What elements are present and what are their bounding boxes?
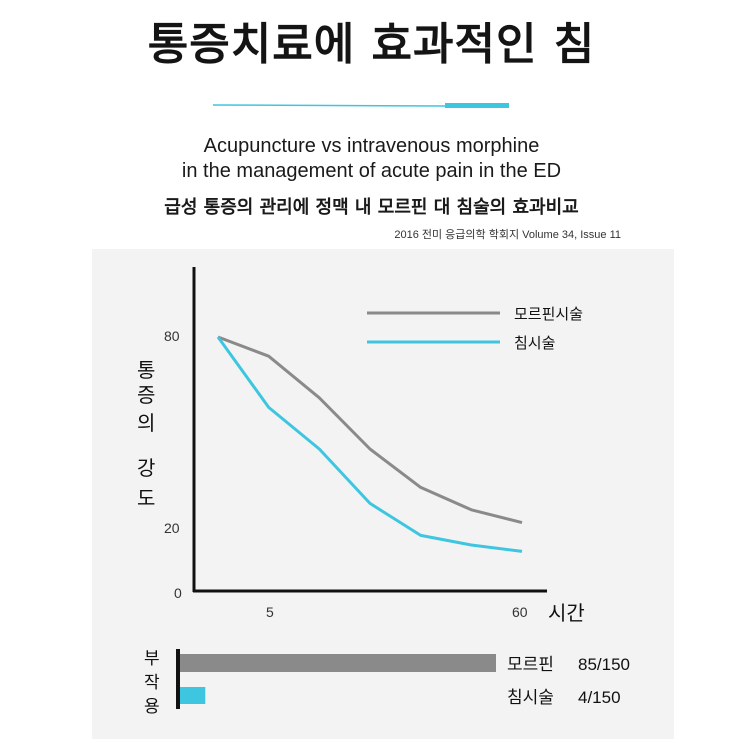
y-tick-label: 80 — [164, 328, 180, 344]
x-tick-label: 5 — [266, 604, 274, 620]
accent-divider — [213, 103, 509, 108]
korean-subtitle: 급성 통증의 관리에 정맥 내 모르핀 대 침술의 효과비교 — [164, 197, 579, 218]
bar-acupuncture — [180, 687, 206, 704]
series-line-morphine — [217, 335, 523, 525]
source-citation: 2016 전미 응급의학 학회지 Volume 34, Issue 11 — [394, 229, 621, 241]
x-tick-label: 60 — [512, 604, 528, 620]
english-subtitle-line-1: Acupuncture vs intravenous morphine — [203, 135, 540, 157]
y-axis-title-char: 통 — [137, 358, 155, 382]
y-axis-title-char: 의 — [137, 411, 155, 435]
series-line-acupuncture — [216, 336, 523, 553]
page-title: 통증치료에 효과적인 침 — [147, 19, 596, 70]
legend-label-acupuncture: 침시술 — [514, 334, 555, 352]
english-subtitle-line-2: in the management of acute pain in the E… — [181, 160, 562, 182]
pain-intensity-chart: 80 20 0 5 60 시간 통 증 의 강 도 모르핀시술 침시술 부 작 … — [137, 267, 630, 717]
y-tick-label: 20 — [164, 520, 180, 536]
side-effect-title-char: 작 — [144, 673, 160, 693]
bar-value-morphine: 85/150 — [578, 655, 630, 674]
y-axis-title-char: 강 — [137, 456, 155, 480]
x-axis-title: 시간 — [548, 601, 585, 625]
y-axis-title-char: 증 — [137, 383, 155, 407]
bar-label-acupuncture: 침시술 — [507, 688, 554, 708]
legend-label-morphine: 모르핀시술 — [514, 305, 583, 323]
y-axis-title-char: 도 — [137, 486, 155, 510]
bar-morphine — [180, 654, 496, 672]
chart-panel: 80 20 0 5 60 시간 통 증 의 강 도 모르핀시술 침시술 부 작 … — [92, 249, 674, 739]
side-effect-title-char: 부 — [144, 649, 160, 669]
y-tick-label: 0 — [174, 585, 182, 601]
english-subtitle: Acupuncture vs intravenous morphine in t… — [0, 134, 743, 184]
bar-value-acupuncture: 4/150 — [578, 688, 621, 707]
side-effect-title-char: 용 — [144, 697, 160, 717]
bar-label-morphine: 모르핀 — [507, 655, 554, 675]
